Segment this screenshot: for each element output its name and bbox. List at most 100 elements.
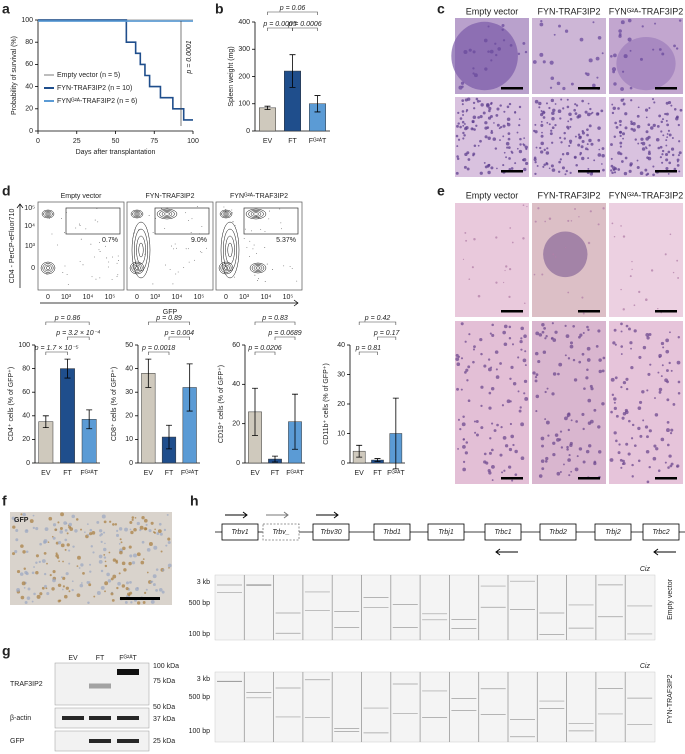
cell-nucleus xyxy=(625,387,629,391)
flow-event xyxy=(253,244,255,246)
cell-nucleus xyxy=(487,358,491,361)
cell-nucleus xyxy=(581,156,585,161)
cell-nucleus xyxy=(652,173,655,177)
ihc-stain xyxy=(142,601,146,604)
cell-nucleus xyxy=(566,445,569,449)
error-bar xyxy=(289,54,296,88)
flow-plot xyxy=(215,201,303,291)
cell-nucleus xyxy=(664,152,669,157)
cell-nucleus xyxy=(567,291,570,294)
cell-nucleus xyxy=(551,168,556,172)
cell-nucleus xyxy=(645,146,647,149)
cell-nucleus xyxy=(654,22,657,25)
p-bracket xyxy=(148,321,190,325)
cell-nucleus xyxy=(633,329,637,333)
cell-nucleus xyxy=(483,38,488,43)
ihc-stain xyxy=(143,518,148,523)
cell-nucleus xyxy=(483,452,487,456)
cell-nucleus xyxy=(614,167,618,171)
ihc-stain xyxy=(161,590,165,594)
cell-nucleus xyxy=(518,118,521,120)
ihc-stain xyxy=(59,530,63,534)
cell-nucleus xyxy=(512,443,515,447)
flow-event xyxy=(108,261,110,263)
flow-event xyxy=(224,209,226,211)
flow-event xyxy=(98,249,100,251)
ihc-stain xyxy=(25,550,29,554)
cell-nucleus xyxy=(665,112,669,116)
cell-nucleus xyxy=(564,324,567,327)
flow-event xyxy=(94,256,95,258)
cell-nucleus xyxy=(489,437,492,440)
cell-nucleus xyxy=(552,441,556,445)
cell-nucleus xyxy=(601,163,603,165)
error-bar xyxy=(264,105,271,110)
cell-nucleus xyxy=(508,102,512,106)
ihc-stain xyxy=(36,594,41,599)
cell-nucleus xyxy=(472,50,476,54)
cell-nucleus xyxy=(554,103,557,105)
cell-nucleus xyxy=(522,358,527,363)
cell-nucleus xyxy=(568,144,571,148)
blot-band xyxy=(117,716,139,720)
flow-contour xyxy=(43,210,53,218)
cell-nucleus xyxy=(671,137,674,140)
ihc-stain xyxy=(68,590,71,593)
primer-arrow xyxy=(266,511,289,519)
cell-nucleus xyxy=(652,456,657,461)
error-bar xyxy=(392,397,399,470)
cell-nucleus xyxy=(491,464,495,469)
ihc-stain xyxy=(41,586,45,590)
cell-nucleus xyxy=(637,459,641,463)
ladder-label: 3 kb xyxy=(197,579,210,586)
ihc-stain xyxy=(112,523,115,526)
cell-nucleus xyxy=(646,172,650,176)
cell-nucleus xyxy=(465,109,469,112)
flow-event xyxy=(64,232,66,234)
cell-nucleus xyxy=(456,387,460,391)
flow-event xyxy=(117,255,119,257)
error-bar xyxy=(374,458,381,462)
ihc-stain xyxy=(127,593,131,597)
cell-nucleus xyxy=(670,104,673,107)
cell-nucleus xyxy=(636,114,640,118)
cell-nucleus xyxy=(664,461,667,464)
cell-nucleus xyxy=(572,358,576,362)
flow-event xyxy=(289,265,291,267)
cell-nucleus xyxy=(670,147,675,151)
cell-nucleus xyxy=(631,463,634,467)
ihc-stain xyxy=(104,560,107,563)
ihc-stain xyxy=(158,522,162,526)
cell-nucleus xyxy=(638,290,641,294)
cell-nucleus xyxy=(551,116,555,121)
cell-nucleus xyxy=(621,416,625,420)
cell-nucleus xyxy=(582,312,585,315)
gene-segment xyxy=(594,523,632,541)
cell-nucleus xyxy=(668,454,672,458)
survival-line xyxy=(38,19,193,121)
cell-nucleus xyxy=(638,355,642,359)
flow-event xyxy=(94,219,96,221)
cell-nucleus xyxy=(610,410,613,414)
ihc-stain xyxy=(62,585,65,588)
cell-nucleus xyxy=(568,454,571,457)
ihc-stain xyxy=(126,581,129,585)
lane-label: FT xyxy=(96,655,105,662)
cell-nucleus xyxy=(666,136,669,139)
ihc-stain xyxy=(16,569,21,574)
cell-nucleus xyxy=(516,131,519,134)
cell-nucleus xyxy=(461,103,464,106)
cell-nucleus xyxy=(598,148,601,151)
cell-nucleus xyxy=(667,172,670,175)
cell-nucleus xyxy=(602,356,606,360)
cell-nucleus xyxy=(661,118,665,121)
ihc-stain xyxy=(12,552,15,556)
cell-nucleus xyxy=(629,275,632,278)
cell-nucleus xyxy=(464,451,468,455)
cell-nucleus xyxy=(567,357,571,360)
cell-nucleus xyxy=(539,146,542,150)
cell-nucleus xyxy=(577,143,581,147)
flow-event xyxy=(80,238,82,240)
cell-nucleus xyxy=(560,446,564,449)
cell-nucleus xyxy=(510,150,513,153)
